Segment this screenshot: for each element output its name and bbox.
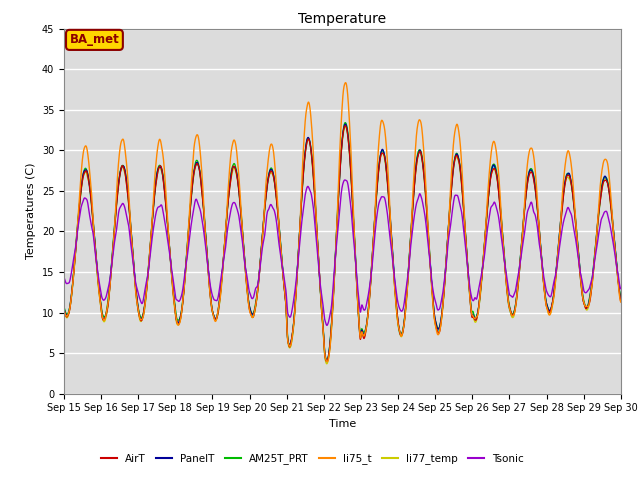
NR01_PRT	[274, 205, 282, 211]
AirT	[157, 163, 164, 168]
Tsonic	[274, 228, 282, 233]
Tsonic	[157, 203, 164, 208]
Line: li75_t: li75_t	[64, 83, 621, 362]
AirT	[323, 358, 330, 364]
li77_temp	[323, 361, 330, 367]
Tsonic	[323, 323, 331, 328]
AM25T_PRT	[547, 308, 554, 313]
li75_t	[274, 198, 282, 204]
AirT	[60, 307, 68, 313]
li77_temp	[157, 166, 164, 172]
NR01_PRT	[157, 164, 164, 169]
PanelT	[547, 308, 554, 313]
PanelT	[157, 164, 164, 170]
AirT	[274, 207, 282, 213]
li77_temp	[274, 206, 282, 212]
AM25T_PRT	[157, 163, 164, 169]
PanelT	[606, 195, 614, 201]
AM25T_PRT	[341, 120, 349, 125]
Tsonic	[298, 220, 305, 226]
AirT	[606, 198, 614, 204]
AM25T_PRT	[274, 205, 282, 211]
li77_temp	[60, 306, 68, 312]
AM25T_PRT	[60, 304, 68, 310]
Tsonic	[547, 294, 554, 300]
Line: AM25T_PRT: AM25T_PRT	[64, 122, 621, 360]
PanelT	[341, 121, 349, 127]
AirT	[547, 309, 554, 314]
Legend: NR01_PRT: NR01_PRT	[97, 479, 182, 480]
li75_t	[606, 185, 614, 191]
NR01_PRT	[124, 187, 131, 193]
Line: NR01_PRT: NR01_PRT	[64, 123, 621, 362]
Title: Temperature: Temperature	[298, 12, 387, 26]
NR01_PRT	[60, 306, 68, 312]
Tsonic	[617, 286, 625, 292]
li77_temp	[124, 190, 131, 195]
Tsonic	[606, 223, 614, 229]
li75_t	[157, 138, 164, 144]
AM25T_PRT	[606, 195, 614, 201]
li77_temp	[606, 199, 614, 205]
AM25T_PRT	[124, 187, 131, 192]
AirT	[124, 190, 131, 196]
AM25T_PRT	[617, 294, 625, 300]
li75_t	[298, 181, 305, 187]
NR01_PRT	[606, 196, 614, 202]
Line: Tsonic: Tsonic	[64, 180, 621, 325]
PanelT	[60, 307, 68, 312]
X-axis label: Time: Time	[329, 419, 356, 429]
PanelT	[298, 193, 305, 199]
AirT	[298, 195, 305, 201]
Line: AirT: AirT	[64, 126, 621, 361]
Tsonic	[341, 177, 349, 183]
li75_t	[124, 172, 131, 178]
li75_t	[342, 80, 349, 85]
AM25T_PRT	[323, 358, 331, 363]
NR01_PRT	[298, 195, 305, 201]
AirT	[341, 123, 349, 129]
li75_t	[547, 312, 554, 317]
PanelT	[617, 296, 625, 302]
li75_t	[323, 359, 331, 365]
li77_temp	[547, 311, 554, 317]
li77_temp	[341, 124, 349, 130]
Y-axis label: Temperatures (C): Temperatures (C)	[26, 163, 36, 260]
li75_t	[617, 299, 625, 305]
NR01_PRT	[617, 295, 625, 301]
PanelT	[323, 359, 331, 364]
Text: BA_met: BA_met	[70, 34, 119, 47]
li77_temp	[617, 294, 625, 300]
Line: PanelT: PanelT	[64, 124, 621, 361]
AirT	[617, 299, 625, 304]
NR01_PRT	[341, 120, 349, 126]
PanelT	[124, 185, 131, 191]
AM25T_PRT	[298, 195, 305, 201]
NR01_PRT	[323, 359, 330, 365]
li75_t	[60, 308, 68, 313]
Line: li77_temp: li77_temp	[64, 127, 621, 364]
NR01_PRT	[547, 308, 554, 313]
Tsonic	[60, 275, 68, 281]
PanelT	[274, 205, 282, 211]
li77_temp	[298, 196, 305, 202]
Tsonic	[124, 217, 131, 223]
